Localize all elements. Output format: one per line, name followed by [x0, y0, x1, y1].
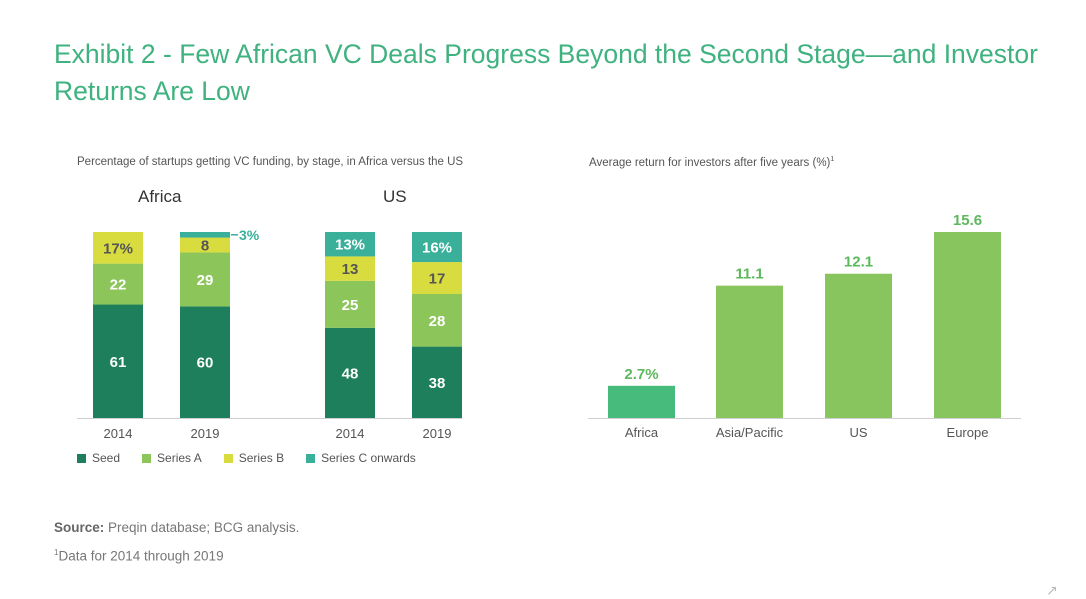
returns-bar-africa: [608, 385, 675, 418]
footnote: 1Data for 2014 through 2019: [54, 548, 224, 564]
bar-africa-2014-series-b: [93, 232, 143, 264]
bar-us-2019-series-c-onwards-label: 16%: [422, 240, 452, 257]
source-text: Preqin database; BCG analysis.: [108, 520, 300, 535]
bar-us-2014-series-c-onwards: [325, 232, 375, 257]
bar-us-2019-series-a: [412, 294, 462, 347]
legend-swatch-series-a: [142, 453, 152, 463]
bar-us-2019-series-b: [412, 262, 462, 294]
bar-africa-2014-series-a-label: 22: [110, 277, 127, 294]
bar-us-2019-series-b-label: 17: [429, 271, 446, 288]
bar-us-2014-series-b-label: 13: [342, 261, 359, 278]
legend-item-series-a: Series A: [142, 451, 202, 465]
stacked-chart-legend: Seed Series A Series B Series C onwards: [77, 451, 416, 465]
x-tick-us-2014: 2014: [336, 426, 365, 441]
bar-us-2019-series-a-label: 28: [429, 313, 446, 330]
returns-chart-title: Average return for investors after five …: [589, 156, 834, 169]
bar-us-2019-series-c-onwards: [412, 232, 462, 263]
bar-africa-2014-seed: [93, 304, 143, 418]
returns-chart-title-text: Average return for investors after five …: [589, 156, 831, 169]
legend-item-series-c: Series C onwards: [306, 451, 416, 465]
legend-label-series-a: Series A: [157, 451, 202, 465]
returns-chart-footnote-marker: 1: [830, 156, 835, 163]
legend-swatch-series-c: [306, 453, 316, 463]
returns-tick-us: US: [849, 425, 867, 440]
bar-us-2014-seed: [325, 327, 375, 418]
source-note: Source: Preqin database; BCG analysis.: [54, 520, 299, 535]
returns-tick-asia-pacific: Asia/Pacific: [716, 425, 784, 440]
returns-value-africa: 2.7%: [624, 366, 658, 383]
returns-value-us: 12.1: [844, 254, 873, 271]
bar-africa-2019-series-a-label: 29: [197, 272, 214, 289]
source-label: Source:: [54, 520, 105, 535]
stacked-chart-title: Percentage of startups getting VC fundin…: [77, 156, 464, 168]
bar-us-2014-series-a: [325, 280, 375, 328]
bar-us-2014-seed-label: 48: [342, 365, 359, 382]
bar-us-2014-series-c-onwards-label: 13%: [335, 237, 365, 254]
returns-value-europe: 15.6: [953, 212, 982, 229]
returns-bar-us: [825, 273, 892, 418]
x-tick-us-2019: 2019: [423, 426, 452, 441]
expand-arrow-icon[interactable]: ↗: [1046, 582, 1058, 598]
bar-africa-2019-series-c-onwards: [180, 232, 230, 238]
footnote-text: Data for 2014 through 2019: [58, 548, 224, 564]
returns-value-asia-pacific: 11.1: [735, 266, 763, 283]
legend-item-seed: Seed: [77, 451, 120, 465]
bar-us-2014-series-a-label: 25: [342, 297, 359, 314]
legend-item-series-b: Series B: [223, 451, 285, 465]
bar-africa-2014-series-b-label: 17%: [103, 240, 133, 257]
bar-africa-2019-series-b-label: 8: [201, 238, 209, 255]
bar-us-2014-series-b: [325, 256, 375, 281]
legend-swatch-series-b: [223, 453, 233, 463]
legend-label-series-b: Series B: [238, 451, 285, 465]
bar-us-2019-seed: [412, 346, 462, 418]
bar-africa-2019-series-b: [180, 237, 230, 253]
bar-africa-2014-series-a: [93, 263, 143, 305]
legend-label-series-c: Series C onwards: [321, 451, 416, 465]
returns-bar-asia-pacific: [716, 285, 783, 418]
returns-tick-africa: Africa: [625, 425, 659, 440]
x-tick-africa-2019: 2019: [191, 426, 220, 441]
legend-label-seed: Seed: [92, 451, 121, 465]
group-label-us: US: [383, 187, 407, 206]
bar-africa-2019-series-a: [180, 252, 230, 307]
bar-africa-2014-seed-label: 61: [110, 354, 127, 371]
footnote-marker: 1: [54, 548, 59, 557]
bar-africa-2019-seed-label: 60: [197, 355, 214, 372]
bar-africa-2019-seed: [180, 306, 230, 418]
bar-africa-2019-series-c-onwards-label: 3%: [239, 227, 260, 243]
returns-tick-europe: Europe: [947, 425, 989, 440]
bar-us-2019-seed-label: 38: [429, 375, 446, 392]
x-tick-africa-2014: 2014: [104, 426, 133, 441]
group-label-africa: Africa: [138, 187, 182, 206]
page-title: Exhibit 2 - Few African VC Deals Progres…: [54, 39, 1038, 106]
legend-swatch-seed: [77, 453, 86, 463]
returns-bar-europe: [934, 232, 1001, 418]
